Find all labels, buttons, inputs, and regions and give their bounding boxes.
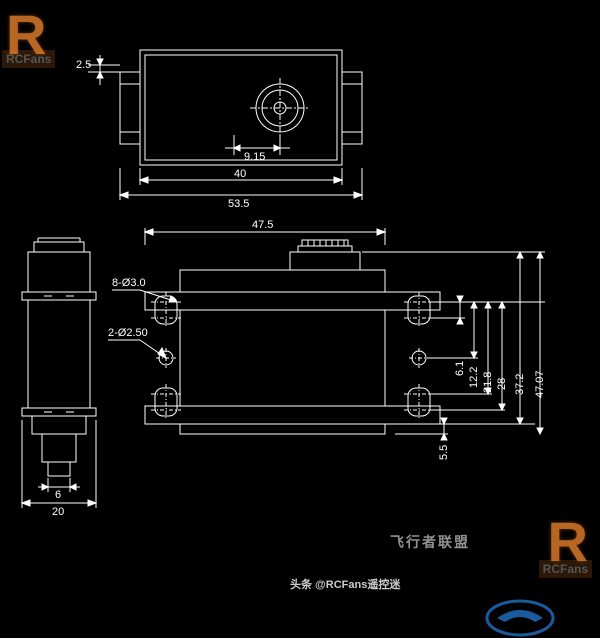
dim-20: 20 — [52, 506, 64, 518]
footer-attribution: 头条 @RCFans遥控迷 — [290, 576, 400, 592]
dim-2-5: 2.5 — [76, 59, 91, 71]
vertical-dims: 6.1 12.2 21.8 28 37.2 — [362, 252, 546, 460]
dim-37-2: 37.2 — [514, 374, 526, 395]
watermark-sub-bottom-right: RCFans — [539, 560, 592, 578]
dim-8-d30: 8-Ø3.0 — [112, 277, 146, 289]
top-view: 2.5 9.15 40 53.5 — [76, 50, 362, 210]
dim-6: 6 — [55, 489, 61, 501]
dim-21-8: 21.8 — [482, 372, 494, 393]
dim-28: 28 — [496, 378, 508, 390]
dim-12-2: 12.2 — [468, 367, 480, 388]
dim-5-5: 5.5 — [438, 445, 450, 460]
dim-40: 40 — [234, 168, 246, 180]
dim-6-1: 6.1 — [454, 361, 466, 376]
side-view: 6 20 — [22, 238, 96, 518]
dim-47-5: 47.5 — [252, 219, 273, 231]
dim-53-5: 53.5 — [228, 198, 249, 210]
mounting-slots-left — [151, 292, 181, 420]
dim-2-d250: 2-Ø2.50 — [108, 327, 148, 339]
mounting-slots-right — [404, 292, 434, 420]
dim-47-07: 47.07 — [534, 370, 546, 398]
front-view: 47.5 — [108, 219, 546, 460]
watermark-sub-top-left: RCFans — [2, 50, 55, 68]
overlay-watermark: 飞行者联盟 — [390, 532, 470, 552]
dim-9-15: 9.15 — [244, 151, 265, 163]
technical-drawing: 2.5 9.15 40 53.5 — [0, 0, 600, 600]
